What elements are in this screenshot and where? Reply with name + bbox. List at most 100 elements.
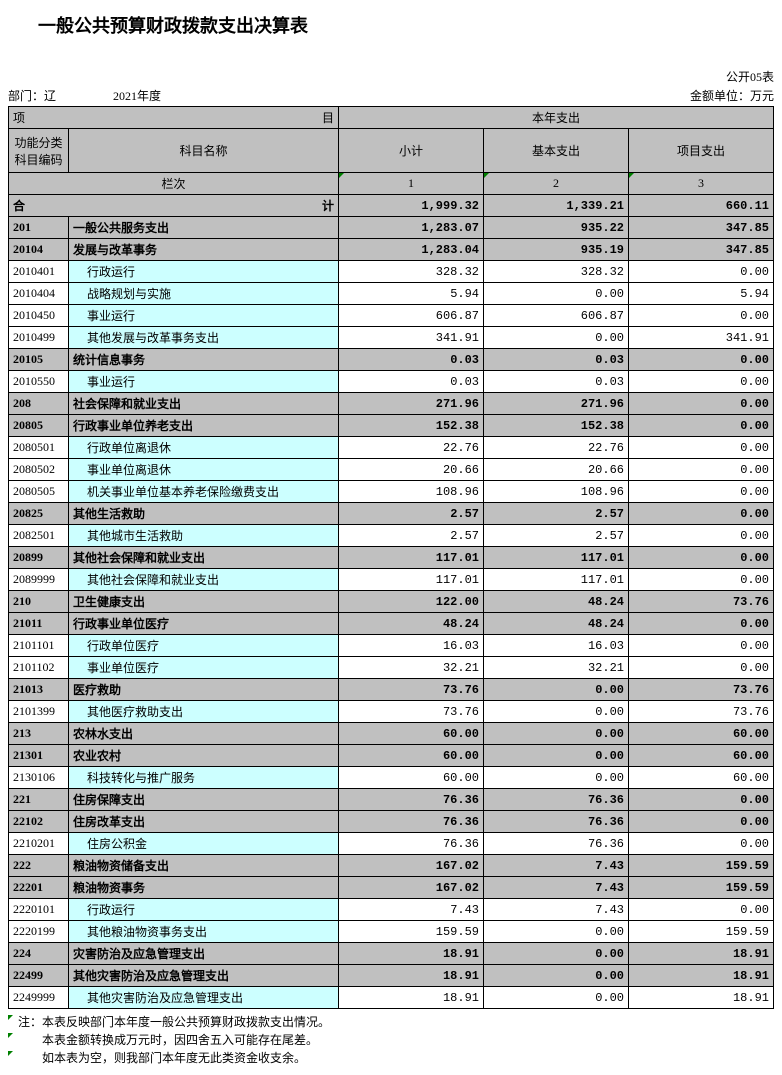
row-name: 卫生健康支出 bbox=[69, 591, 339, 613]
row-v1: 76.36 bbox=[339, 789, 484, 811]
table-row: 21011行政事业单位医疗48.2448.240.00 bbox=[9, 613, 774, 635]
hdr-subtotal: 小计 bbox=[339, 129, 484, 173]
row-v3: 0.00 bbox=[629, 415, 774, 437]
hdr-basic: 基本支出 bbox=[484, 129, 629, 173]
row-code: 22499 bbox=[9, 965, 69, 987]
row-name: 其他粮油物资事务支出 bbox=[69, 921, 339, 943]
total-v2: 1,339.21 bbox=[484, 195, 629, 217]
row-v3: 159.59 bbox=[629, 921, 774, 943]
row-v1: 117.01 bbox=[339, 569, 484, 591]
row-code: 2010499 bbox=[9, 327, 69, 349]
row-code: 2080502 bbox=[9, 459, 69, 481]
row-v3: 347.85 bbox=[629, 239, 774, 261]
row-name: 行政运行 bbox=[69, 899, 339, 921]
total-label: 合计 bbox=[9, 195, 339, 217]
table-row: 2249999其他灾害防治及应急管理支出18.910.0018.91 bbox=[9, 987, 774, 1009]
row-v1: 341.91 bbox=[339, 327, 484, 349]
row-v1: 60.00 bbox=[339, 723, 484, 745]
row-v3: 18.91 bbox=[629, 965, 774, 987]
row-code: 21011 bbox=[9, 613, 69, 635]
hdr-code: 功能分类 科目编码 bbox=[9, 129, 69, 173]
row-v2: 0.00 bbox=[484, 745, 629, 767]
row-code: 2010550 bbox=[9, 371, 69, 393]
row-name: 战略规划与实施 bbox=[69, 283, 339, 305]
row-code: 2101399 bbox=[9, 701, 69, 723]
row-code: 213 bbox=[9, 723, 69, 745]
row-code: 21013 bbox=[9, 679, 69, 701]
row-v1: 48.24 bbox=[339, 613, 484, 635]
table-row: 222粮油物资储备支出167.027.43159.59 bbox=[9, 855, 774, 877]
row-code: 2010404 bbox=[9, 283, 69, 305]
row-v3: 73.76 bbox=[629, 679, 774, 701]
row-code: 2010401 bbox=[9, 261, 69, 283]
row-v1: 73.76 bbox=[339, 701, 484, 723]
year-label: 2021年度 bbox=[113, 89, 161, 103]
row-code: 21301 bbox=[9, 745, 69, 767]
row-code: 208 bbox=[9, 393, 69, 415]
note-line: 本表金额转换成万元时，因四舍五入可能存在尾差。 bbox=[8, 1031, 774, 1049]
row-v2: 0.03 bbox=[484, 371, 629, 393]
row-v3: 73.76 bbox=[629, 591, 774, 613]
table-row: 21013医疗救助73.760.0073.76 bbox=[9, 679, 774, 701]
hdr-c3: 3 bbox=[629, 173, 774, 195]
hdr-this-year: 本年支出 bbox=[339, 107, 774, 129]
row-name: 行政事业单位医疗 bbox=[69, 613, 339, 635]
row-name: 事业单位离退休 bbox=[69, 459, 339, 481]
row-v1: 117.01 bbox=[339, 547, 484, 569]
row-code: 2220199 bbox=[9, 921, 69, 943]
row-name: 事业运行 bbox=[69, 305, 339, 327]
row-v1: 22.76 bbox=[339, 437, 484, 459]
table-row: 221住房保障支出76.3676.360.00 bbox=[9, 789, 774, 811]
table-row: 208社会保障和就业支出271.96271.960.00 bbox=[9, 393, 774, 415]
row-v2: 606.87 bbox=[484, 305, 629, 327]
row-v3: 0.00 bbox=[629, 305, 774, 327]
row-v3: 60.00 bbox=[629, 745, 774, 767]
row-name: 医疗救助 bbox=[69, 679, 339, 701]
row-v3: 159.59 bbox=[629, 877, 774, 899]
row-code: 20899 bbox=[9, 547, 69, 569]
row-v2: 76.36 bbox=[484, 811, 629, 833]
table-row: 2010499其他发展与改革事务支出341.910.00341.91 bbox=[9, 327, 774, 349]
row-v3: 0.00 bbox=[629, 657, 774, 679]
row-code: 20104 bbox=[9, 239, 69, 261]
row-v1: 60.00 bbox=[339, 745, 484, 767]
row-name: 粮油物资储备支出 bbox=[69, 855, 339, 877]
hdr-c2: 2 bbox=[484, 173, 629, 195]
row-code: 2082501 bbox=[9, 525, 69, 547]
table-row: 201一般公共服务支出1,283.07935.22347.85 bbox=[9, 217, 774, 239]
table-row: 2010550事业运行0.030.030.00 bbox=[9, 371, 774, 393]
row-v3: 0.00 bbox=[629, 899, 774, 921]
table-row: 2101399其他医疗救助支出73.760.0073.76 bbox=[9, 701, 774, 723]
table-row: 20104发展与改革事务1,283.04935.19347.85 bbox=[9, 239, 774, 261]
row-name: 其他城市生活救助 bbox=[69, 525, 339, 547]
row-v3: 73.76 bbox=[629, 701, 774, 723]
row-name: 统计信息事务 bbox=[69, 349, 339, 371]
row-code: 221 bbox=[9, 789, 69, 811]
row-code: 20805 bbox=[9, 415, 69, 437]
row-v2: 0.00 bbox=[484, 327, 629, 349]
row-v3: 0.00 bbox=[629, 811, 774, 833]
row-v2: 16.03 bbox=[484, 635, 629, 657]
notes: 注：本表反映部门本年度一般公共预算财政拨款支出情况。 本表金额转换成万元时，因四… bbox=[8, 1013, 774, 1067]
row-name: 其他生活救助 bbox=[69, 503, 339, 525]
note-line: 如本表为空，则我部门本年度无此类资金收支余。 bbox=[8, 1049, 774, 1067]
row-v2: 117.01 bbox=[484, 547, 629, 569]
budget-table: 项目 本年支出 功能分类 科目编码 科目名称 小计 基本支出 项目支出 栏次 1… bbox=[8, 106, 774, 1009]
row-v2: 7.43 bbox=[484, 877, 629, 899]
row-v1: 7.43 bbox=[339, 899, 484, 921]
row-v2: 0.00 bbox=[484, 723, 629, 745]
table-row: 2080501行政单位离退休22.7622.760.00 bbox=[9, 437, 774, 459]
row-v2: 0.00 bbox=[484, 701, 629, 723]
row-name: 住房公积金 bbox=[69, 833, 339, 855]
table-row: 2010404战略规划与实施5.940.005.94 bbox=[9, 283, 774, 305]
row-name: 其他灾害防治及应急管理支出 bbox=[69, 987, 339, 1009]
row-v2: 935.22 bbox=[484, 217, 629, 239]
row-v3: 0.00 bbox=[629, 569, 774, 591]
row-v1: 32.21 bbox=[339, 657, 484, 679]
row-name: 农林水支出 bbox=[69, 723, 339, 745]
row-v1: 152.38 bbox=[339, 415, 484, 437]
row-name: 事业单位医疗 bbox=[69, 657, 339, 679]
row-code: 2080501 bbox=[9, 437, 69, 459]
row-name: 其他医疗救助支出 bbox=[69, 701, 339, 723]
row-v3: 0.00 bbox=[629, 371, 774, 393]
